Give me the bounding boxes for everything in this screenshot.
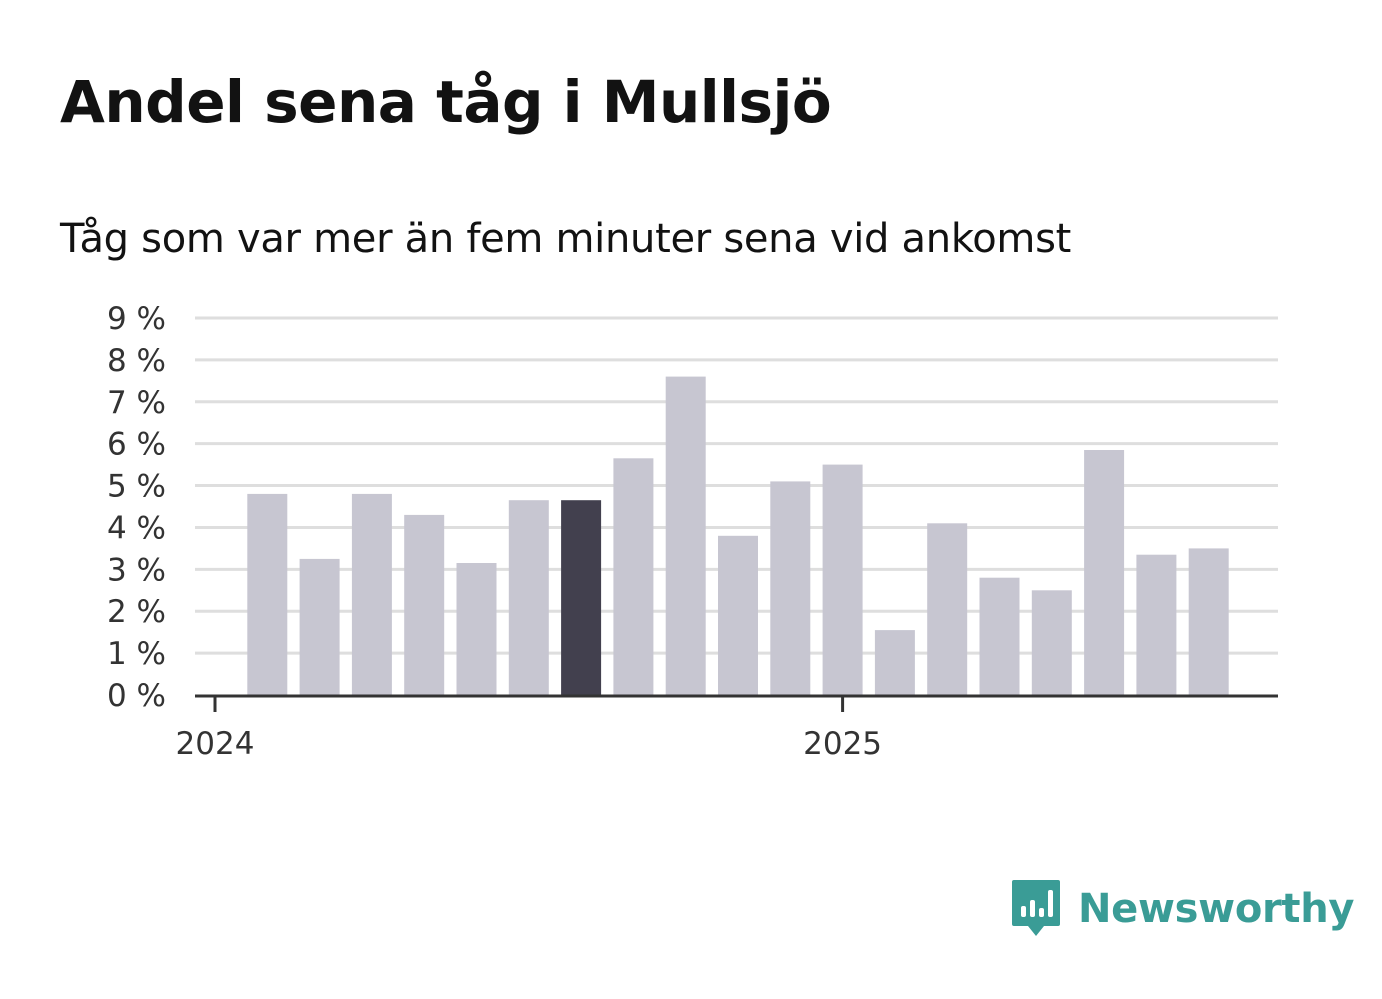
bar — [508, 500, 549, 695]
chart-subtitle: Tåg som var mer än fem minuter sena vid … — [60, 216, 1072, 262]
y-tick-label: 1 % — [107, 636, 166, 672]
newsworthy-logo-icon — [1012, 880, 1060, 936]
y-tick-label: 2 % — [107, 594, 166, 630]
bar — [1136, 554, 1177, 695]
bar — [456, 563, 497, 695]
bar — [613, 458, 654, 695]
bar — [665, 376, 706, 695]
y-tick-label: 9 % — [107, 301, 166, 337]
x-axis — [195, 694, 1278, 712]
bar — [822, 464, 863, 695]
y-tick-label: 5 % — [107, 469, 166, 505]
brand-name: Newsworthy — [1078, 886, 1355, 932]
bar — [351, 493, 392, 695]
bar — [404, 514, 445, 695]
bar — [561, 500, 602, 695]
bar — [299, 558, 340, 695]
y-tick-label: 7 % — [107, 385, 166, 421]
x-tick-label: 2025 — [803, 726, 882, 762]
y-tick-label: 0 % — [107, 678, 166, 714]
bar — [770, 481, 811, 695]
bar — [247, 493, 288, 695]
y-tick-label: 8 % — [107, 343, 166, 379]
y-tick-label: 4 % — [107, 510, 166, 546]
bar — [718, 535, 758, 695]
bar — [1084, 450, 1125, 695]
bar — [1188, 548, 1229, 695]
chart-title: Andel sena tåg i Mullsjö — [60, 68, 832, 136]
bar — [1031, 590, 1072, 695]
bars — [247, 376, 1229, 695]
bar — [979, 577, 1020, 695]
x-axis-labels: 2024 2025 — [176, 726, 883, 762]
newsworthy-logo: Newsworthy — [1010, 878, 1355, 940]
x-tick-label: 2024 — [176, 726, 255, 762]
y-tick-label: 3 % — [107, 552, 166, 588]
bar — [874, 630, 915, 695]
y-axis-labels: 0 % 1 % 2 % 3 % 4 % 5 % 6 % 7 % 8 % 9 % — [107, 301, 166, 714]
y-tick-label: 6 % — [107, 427, 166, 463]
bar — [927, 523, 968, 695]
